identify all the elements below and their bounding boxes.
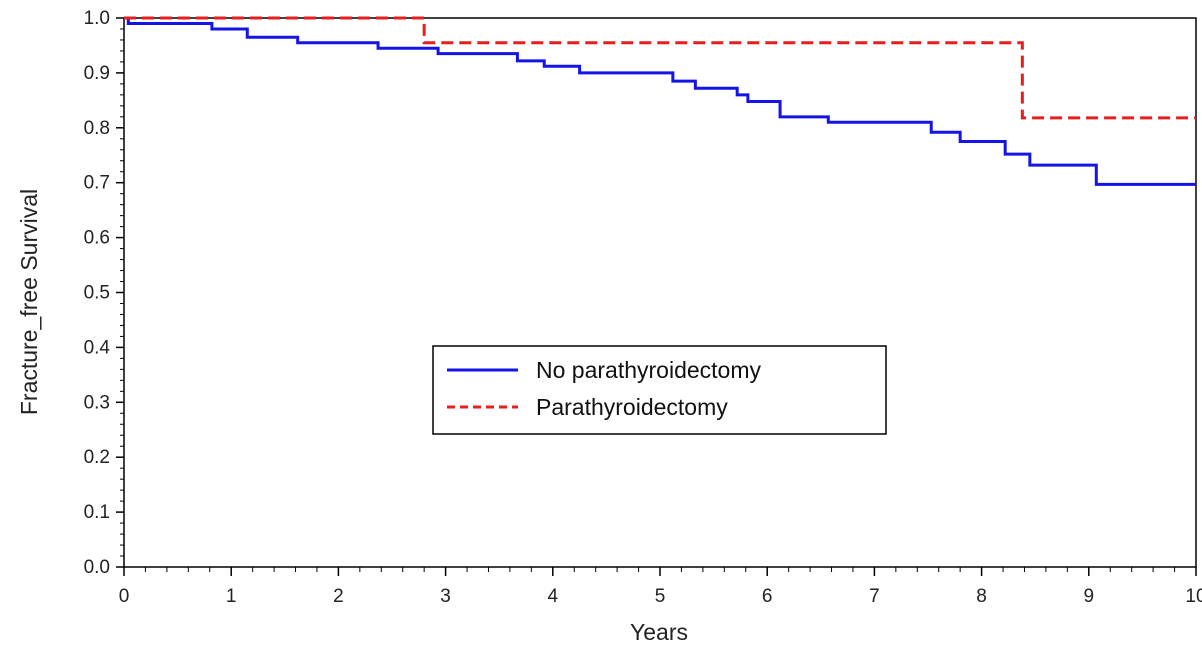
y-tick-label: 0.0 [84,557,110,578]
legend-label-parathyroidectomy: Parathyroidectomy [536,394,728,420]
axes-layer: 0.0 0.1 0.2 0.3 0.4 0.5 0.6 0.7 0.8 0.9 1.0 0 1 2 3 4 5 6… [84,8,1202,607]
legend-label-no-parathyroidectomy: No parathyroidectomy [536,357,761,383]
x-tick-label: 1 [226,586,237,607]
x-tick-label: 0 [119,586,130,607]
plot-frame [123,17,1197,568]
legend: No parathyroidectomy Parathyroidectomy [432,345,887,435]
y-tick-label: 0.3 [84,392,110,413]
series-line-parathyroidectomy [124,16,1196,120]
x-tick-label: 5 [655,586,666,607]
y-tick-label: 0.2 [84,447,110,468]
x-tick-label: 10 [1185,586,1202,607]
x-tick-label: 4 [548,586,559,607]
x-tick-label: 3 [440,586,451,607]
y-axis-title: Fracture_free Survival [16,189,42,415]
x-axis-title: Years [630,619,688,645]
y-tick-label: 0.1 [84,502,110,523]
series-layer [124,16,1196,186]
y-tick-label: 1.0 [84,8,110,29]
legend-box [432,345,887,435]
y-tick-label: 0.6 [84,228,110,249]
y-tick-label: 0.4 [84,337,111,358]
x-tick-label: 7 [869,586,880,607]
x-tick-label: 6 [762,586,773,607]
y-tick-label: 0.7 [84,173,110,194]
y-tick-label: 0.5 [84,283,110,304]
x-tick-label: 2 [333,586,344,607]
x-tick-label: 9 [1084,586,1095,607]
series-line-no-parathyroidectomy [124,16,1196,186]
x-tick-label: 8 [976,586,987,607]
y-tick-label: 0.9 [84,63,110,84]
y-tick-label: 0.8 [84,118,110,139]
